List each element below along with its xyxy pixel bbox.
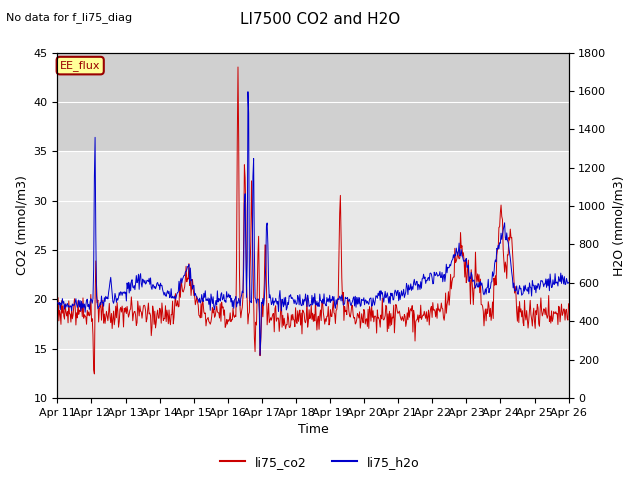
X-axis label: Time: Time <box>298 423 328 436</box>
Legend: li75_co2, li75_h2o: li75_co2, li75_h2o <box>215 451 425 474</box>
Y-axis label: H2O (mmol/m3): H2O (mmol/m3) <box>612 175 625 276</box>
Y-axis label: CO2 (mmol/m3): CO2 (mmol/m3) <box>15 175 28 275</box>
Text: LI7500 CO2 and H2O: LI7500 CO2 and H2O <box>240 12 400 27</box>
Bar <box>58 53 568 151</box>
Text: EE_flux: EE_flux <box>60 60 100 71</box>
Text: No data for f_li75_diag: No data for f_li75_diag <box>6 12 132 23</box>
